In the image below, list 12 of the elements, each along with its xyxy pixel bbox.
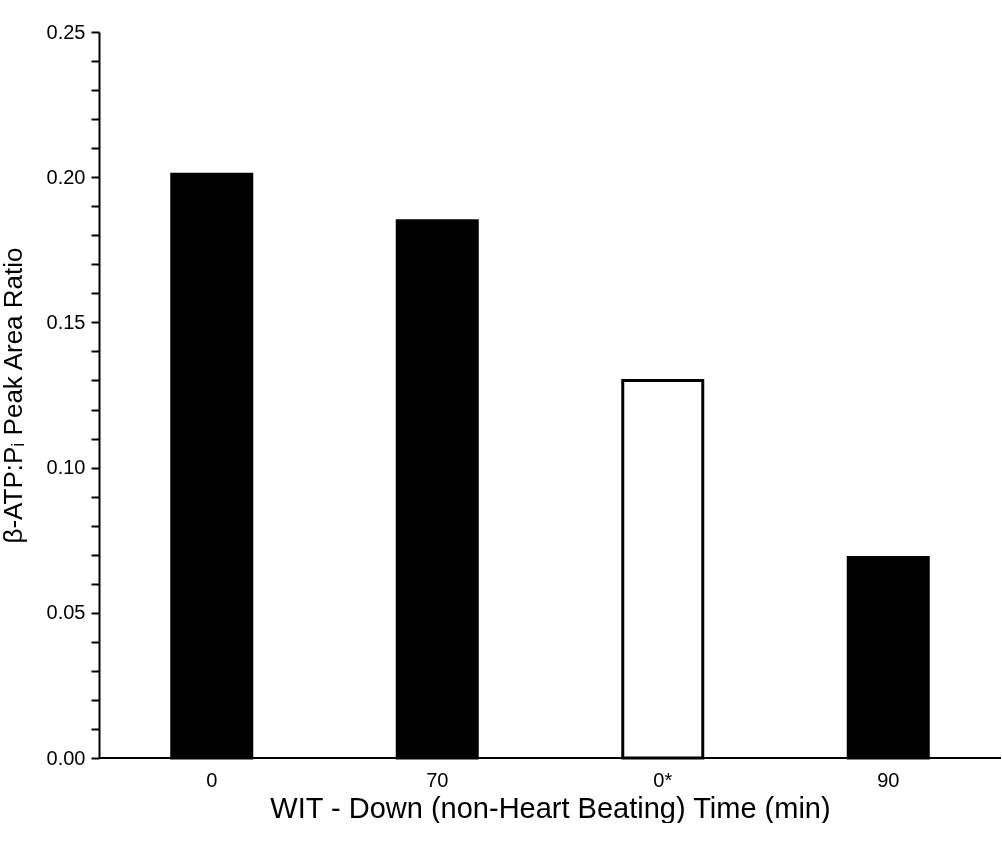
- y-tick-label: 0.20: [46, 165, 86, 188]
- x-axis-title: WIT - Down (non-Heart Beating) Time (min): [270, 791, 831, 824]
- y-tick-label: 0.05: [46, 601, 86, 624]
- y-tick-label: 0.15: [46, 310, 86, 333]
- x-tick-label: 70: [426, 768, 449, 791]
- x-tick-label: 0: [206, 768, 218, 791]
- x-tick-label: 90: [877, 768, 900, 791]
- x-tick-label: 0*: [653, 768, 673, 791]
- y-tick-label: 0.00: [46, 746, 86, 769]
- y-tick-label: 0.25: [46, 20, 86, 43]
- y-tick-label: 0.10: [46, 456, 86, 479]
- y-axis-title: β-ATP:Pᵢ Peak Area Ratio: [0, 247, 28, 544]
